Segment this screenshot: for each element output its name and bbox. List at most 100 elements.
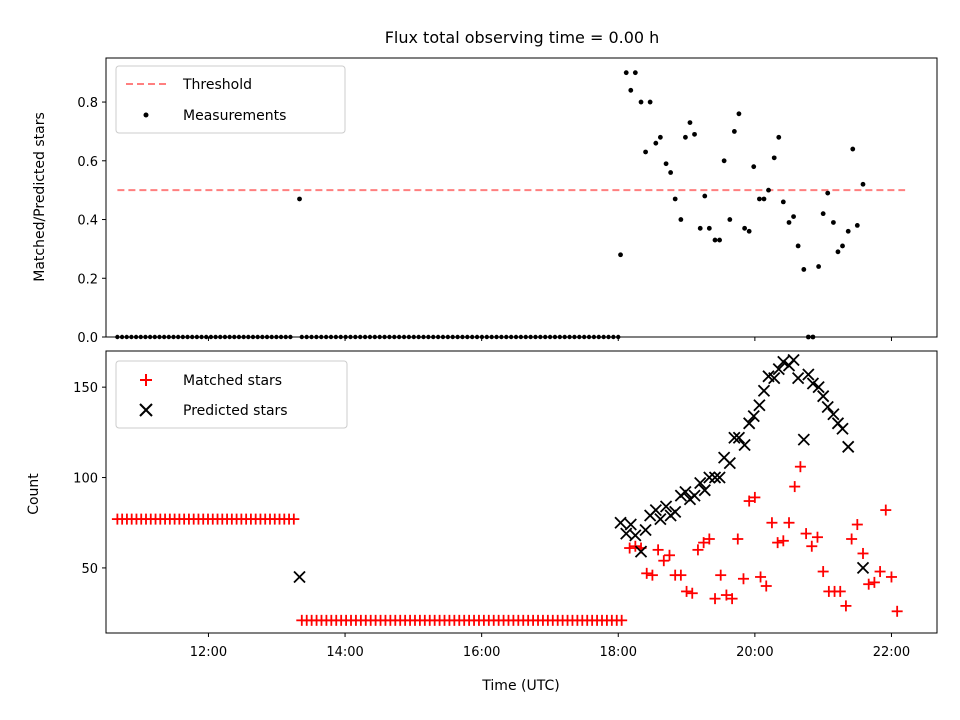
matched-star-point — [806, 540, 818, 552]
predicted-star-point — [639, 523, 652, 537]
matched-star-point — [817, 566, 829, 578]
measurement-point — [791, 214, 796, 219]
matched-star-point — [794, 461, 806, 473]
measurement-point — [845, 228, 851, 234]
predicted-star-point — [688, 489, 701, 502]
measurement-point — [776, 134, 782, 140]
measurement-point — [780, 199, 786, 205]
measurement-point — [668, 170, 674, 175]
matched-star-point — [720, 589, 732, 601]
measurement-point — [647, 99, 653, 105]
bottom-y-ticks: 50 100 150 — [73, 381, 106, 577]
predicted-star-point — [694, 476, 707, 490]
matched-star-point — [777, 535, 789, 547]
measurement-point — [702, 193, 708, 199]
measurement-point — [831, 220, 836, 225]
top-y-tick-label: 0.6 — [77, 155, 98, 170]
measurement-point — [860, 181, 866, 187]
predicted-star-point — [659, 500, 673, 513]
matched-star-point — [783, 517, 795, 529]
predicted-star-point — [669, 505, 682, 519]
bottom-plot-area — [111, 353, 903, 626]
measurement-point — [771, 155, 777, 161]
predicted-star-point — [757, 384, 771, 397]
matched-star-point — [743, 495, 755, 507]
matched-star-point — [834, 585, 846, 597]
measurement-point — [628, 87, 634, 93]
predicted-star-point — [827, 408, 840, 421]
x-tick-label: 12:00 — [190, 645, 227, 660]
measurement-point — [653, 140, 659, 146]
predicted-star-point — [624, 518, 637, 531]
measurement-point — [687, 120, 693, 126]
legend-measurements-label: Measurements — [183, 108, 286, 124]
measurement-point — [623, 70, 629, 76]
predicted-star-point — [649, 503, 662, 517]
measurement-point — [638, 99, 644, 105]
bottom-legend-box — [115, 360, 348, 429]
measurement-point — [854, 223, 860, 228]
legend-predicted-label: Predicted stars — [183, 403, 288, 419]
top-panel: Flux total observing time = 0.00 h 0.0 0.… — [32, 28, 938, 346]
matched-star-point — [789, 481, 801, 493]
top-x-ticks — [207, 337, 892, 341]
matched-star-point — [681, 585, 693, 597]
measurement-point — [761, 196, 767, 202]
predicted-star-point — [728, 431, 741, 444]
measurement-point — [746, 228, 752, 234]
matched-star-point — [766, 517, 778, 529]
matched-star-point — [732, 533, 744, 545]
matched-star-point — [652, 544, 664, 556]
predicted-star-point — [723, 456, 736, 470]
measurement-point — [663, 161, 669, 167]
measurement-point — [850, 146, 856, 152]
measurement-point — [736, 111, 742, 117]
x-tick-label: 16:00 — [463, 645, 500, 660]
top-y-tick-label: 0.8 — [77, 96, 98, 111]
measurement-point — [683, 134, 688, 140]
measurement-point — [618, 252, 623, 258]
predicted-star-point — [743, 417, 756, 430]
predicted-star-point — [708, 471, 722, 484]
x-tick-label: 14:00 — [326, 645, 363, 660]
matched-star-point — [692, 544, 704, 556]
measurement-point — [297, 196, 302, 202]
matched-star-point — [749, 491, 761, 503]
matched-star-point — [760, 580, 772, 592]
predicted-star-point — [614, 516, 627, 529]
matched-star-point — [857, 547, 869, 559]
predicted-star-point — [768, 371, 781, 385]
measurement-point — [820, 211, 826, 217]
matched-star-point — [772, 537, 784, 549]
top-legend-box — [115, 65, 346, 134]
predicted-star-point — [812, 381, 825, 394]
predicted-star-point — [817, 390, 830, 403]
measurement-point — [766, 187, 771, 193]
measurement-point — [840, 243, 845, 249]
top-y-ticks: 0.0 0.2 0.4 0.6 0.8 — [77, 96, 106, 346]
bottom-y-tick-label: 100 — [73, 472, 98, 487]
measurement-point — [706, 225, 712, 231]
bottom-legend: Matched stars Predicted stars — [115, 360, 348, 429]
predicted-star-point — [842, 440, 855, 453]
predicted-star-point — [293, 570, 306, 584]
matched-star-point — [616, 614, 628, 626]
chart-title: Flux total observing time = 0.00 h — [385, 28, 660, 47]
measurement-point — [657, 134, 663, 140]
predicted-star-point — [753, 399, 766, 412]
predicted-legend-swatch — [139, 403, 153, 417]
predicted-star-point — [821, 400, 834, 414]
measurement-point — [835, 249, 841, 255]
measurement-point — [678, 217, 684, 222]
matched-star-point — [646, 569, 658, 581]
measurement-point — [795, 243, 801, 249]
legend-matched-label: Matched stars — [183, 373, 282, 389]
matched-star-point — [737, 573, 749, 585]
top-y-tick-label: 0.0 — [77, 331, 98, 346]
predicted-star-point — [703, 471, 716, 484]
predicted-star-point — [787, 353, 800, 367]
top-axes-frame — [105, 57, 938, 338]
predicted-star-point — [738, 438, 751, 452]
